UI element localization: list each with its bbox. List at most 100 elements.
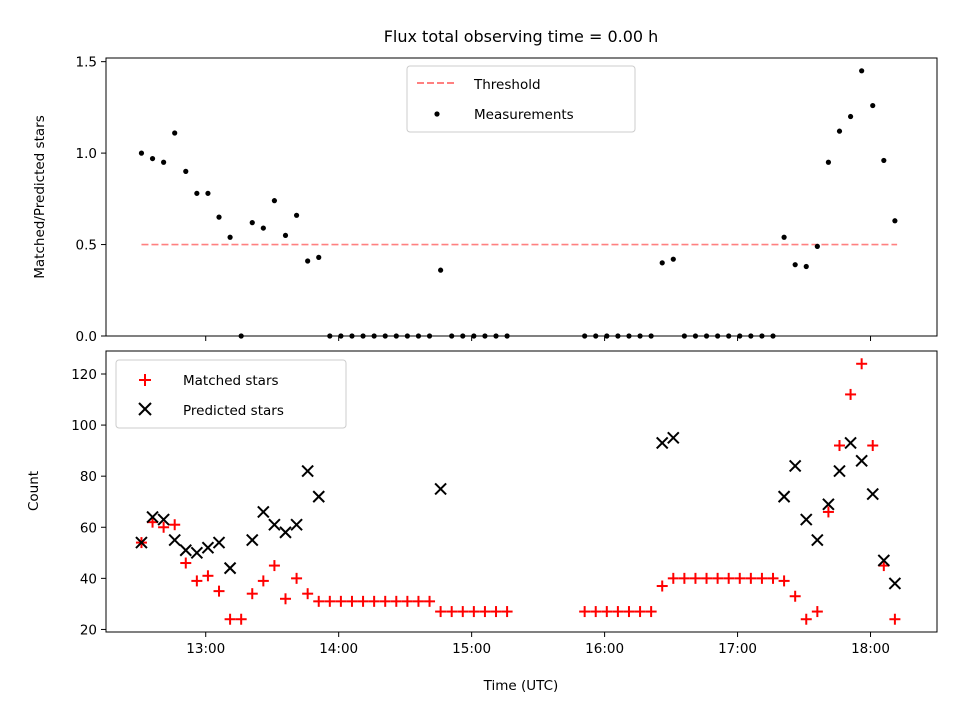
measurement-point: [271, 198, 278, 204]
predicted-star-point: [788, 459, 802, 473]
matched-star-point: [357, 595, 369, 607]
predicted-star-point: [246, 533, 259, 547]
matched-star-point: [822, 506, 834, 518]
matched-star-point: [412, 595, 424, 607]
measurement-point: [305, 258, 311, 264]
matched-star-point: [712, 572, 724, 584]
legend-threshold-label: Threshold: [473, 77, 541, 93]
measurement-point: [892, 218, 898, 224]
matched-star-point: [213, 585, 225, 597]
legend-matched-label: Matched stars: [183, 373, 279, 389]
predicted-star-point: [777, 490, 791, 503]
top-legend: Threshold Measurements: [406, 65, 636, 133]
matched-star-point: [745, 572, 757, 584]
bottom-y-tick-label: 80: [80, 469, 97, 485]
matched-star-point: [601, 606, 613, 618]
matched-star-point: [645, 606, 657, 618]
legend-measurements-label: Measurements: [474, 107, 574, 123]
predicted-star-point: [312, 490, 325, 503]
measurement-point: [138, 150, 145, 156]
measurement-point: [161, 159, 167, 165]
predicted-star-point: [212, 536, 226, 549]
bottom-chart: 13:00 14:00 15:00 16:00 17:00 18:00 20 40 60 80 1…: [26, 350, 938, 694]
matched-star-point: [468, 606, 480, 618]
matched-star-point: [268, 560, 280, 572]
matched-star-point: [723, 572, 735, 584]
predicted-star-point: [888, 577, 902, 590]
top-chart-title: Flux total observing time = 0.00 h: [384, 27, 659, 46]
measurement-point: [260, 225, 266, 231]
matched-star-point: [667, 572, 679, 584]
matched-star-point: [833, 440, 845, 452]
predicted-star-point: [168, 533, 181, 547]
bottom-axes-frame: [105, 350, 938, 633]
matched-star-point: [634, 606, 646, 618]
measurement-point: [881, 157, 887, 164]
measurement-point: [847, 113, 854, 120]
matched-star-point: [701, 572, 713, 584]
matched-star-point: [147, 516, 159, 528]
predicted-star-point: [146, 510, 159, 524]
measurement-point: [803, 263, 809, 270]
matched-star-point: [346, 595, 358, 607]
matched-star-point: [789, 590, 801, 602]
matched-star-point: [689, 572, 701, 584]
predicted-star-point: [135, 536, 148, 549]
measurement-point: [825, 159, 832, 165]
measurement-point: [438, 267, 444, 273]
matched-star-point: [767, 572, 779, 584]
predicted-star-point: [855, 454, 868, 468]
predicted-star-point: [800, 513, 813, 526]
bottom-y-axis-label: Count: [26, 471, 42, 511]
x-tick-label: 15:00: [452, 641, 491, 657]
measurement-point: [836, 128, 843, 134]
measurement-point: [859, 68, 865, 74]
top-axes-frame: [105, 57, 938, 337]
matched-star-point: [490, 606, 502, 618]
predicted-star-point: [844, 436, 857, 450]
matched-star-point: [279, 593, 291, 605]
matched-star-point: [191, 575, 203, 587]
measurement-point: [249, 220, 255, 226]
measurement-point: [293, 212, 300, 218]
matched-star-point: [678, 572, 690, 584]
legend-matched-swatch: [139, 374, 151, 386]
matched-star-point: [291, 572, 303, 584]
predicted-star-point: [279, 526, 292, 539]
top-y-tick-label: 1.0: [76, 146, 97, 162]
matched-star-point: [734, 572, 746, 584]
matched-star-point: [878, 560, 890, 572]
predicted-star-point: [268, 518, 281, 531]
legend-predicted-swatch: [138, 402, 152, 416]
measurement-point: [870, 102, 876, 109]
matched-star-point: [224, 613, 236, 625]
matched-star-point: [235, 613, 247, 625]
matched-star-point: [335, 595, 347, 607]
matched-star-point: [401, 595, 413, 607]
x-tick-label: 13:00: [186, 641, 225, 657]
matched-star-point: [302, 588, 314, 600]
predicted-star-point: [811, 533, 824, 547]
predicted-star-point: [301, 464, 314, 478]
measurement-point: [194, 190, 200, 196]
measurement-point: [149, 155, 156, 162]
predicted-star-point: [257, 505, 270, 519]
matched-star-point: [579, 606, 591, 618]
matched-star-point: [435, 606, 447, 618]
bottom-legend: Matched stars Predicted stars: [115, 359, 347, 429]
x-tick-label: 14:00: [319, 641, 358, 657]
matched-star-point: [800, 613, 812, 625]
predicted-star-point: [201, 541, 215, 554]
predicted-star-point: [290, 518, 303, 531]
measurement-point: [659, 260, 665, 266]
matched-star-point: [390, 595, 402, 607]
legend-predicted-label: Predicted stars: [183, 403, 284, 419]
matched-star-point: [889, 613, 901, 625]
measurement-point: [792, 262, 798, 268]
matched-star-point: [501, 606, 513, 618]
predicted-star-point: [223, 561, 237, 575]
x-tick-label: 17:00: [718, 641, 757, 657]
predicted-star-point: [866, 487, 879, 501]
matched-star-point: [623, 606, 635, 618]
